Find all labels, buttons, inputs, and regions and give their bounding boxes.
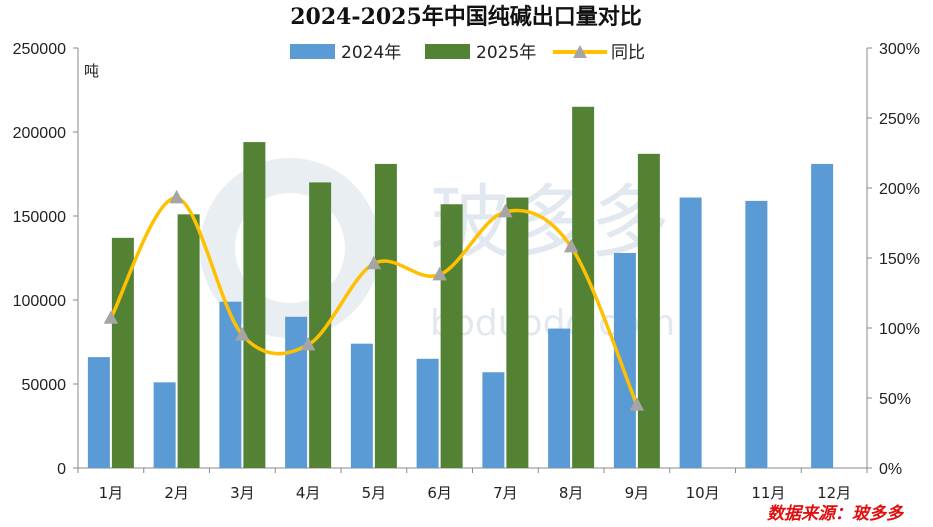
y-right-tick-label: 250% <box>879 111 920 128</box>
legend-marker-yoy <box>573 45 587 58</box>
x-tick-label: 8月 <box>559 484 584 502</box>
x-tick-label: 7月 <box>493 484 518 502</box>
bars <box>87 106 834 469</box>
legend-label-2024: 2024年 <box>341 43 401 63</box>
yoy-line-group <box>103 189 645 411</box>
x-tick-label: 4月 <box>296 484 321 502</box>
bar-2024年-8月 <box>548 328 571 468</box>
yoy-marker <box>235 327 250 341</box>
y-right-tick-label: 200% <box>879 181 920 198</box>
source-text: 数据来源：玻多多 <box>767 504 905 524</box>
yoy-marker <box>300 336 316 351</box>
bar-2024年-3月 <box>219 301 242 468</box>
bar-2025年-4月 <box>309 182 332 468</box>
y-left-tick-label: 150000 <box>13 209 66 226</box>
y-left-tick-label: 250000 <box>13 41 66 58</box>
yoy-marker <box>498 203 513 218</box>
x-tick-label: 9月 <box>625 484 650 502</box>
unit-label: 吨 <box>84 62 99 80</box>
yoy-marker <box>103 310 119 324</box>
bar-2025年-3月 <box>243 142 266 468</box>
bar-2025年-9月 <box>637 153 660 468</box>
bar-2025年-7月 <box>506 197 529 468</box>
y-left-tick-label: 200000 <box>13 125 66 142</box>
bar-2025年-8月 <box>572 106 595 469</box>
x-tick-label: 11月 <box>751 484 785 502</box>
x-tick-label: 6月 <box>427 484 452 502</box>
yoy-marker <box>629 397 645 411</box>
bar-2024年-1月 <box>87 357 110 468</box>
x-tick-label: 12月 <box>817 484 851 502</box>
x-tick-label: 2月 <box>164 484 189 502</box>
bar-2024年-9月 <box>613 252 636 468</box>
bar-2024年-2月 <box>153 382 176 468</box>
legend-label-yoy: 同比 <box>611 43 645 63</box>
x-tick-label: 1月 <box>99 484 124 502</box>
bar-2024年-6月 <box>416 358 439 468</box>
x-tick-label: 10月 <box>686 484 720 502</box>
bar-2025年-6月 <box>440 204 463 469</box>
chart-title: 2024-2025年中国纯碱出口量对比 <box>290 4 642 30</box>
bar-2024年-10月 <box>679 197 702 468</box>
y-right-tick-label: 150% <box>879 251 920 268</box>
y-left-tick-label: 50000 <box>22 377 67 394</box>
yoy-marker <box>563 238 579 253</box>
legend-swatch-2024 <box>290 44 335 59</box>
x-tick-label: 3月 <box>230 484 255 502</box>
y-right-tick-label: 50% <box>879 391 911 408</box>
x-tick-label: 5月 <box>362 484 387 502</box>
axes: 0 50000 100000 150000 200000 250000 0% 50% 100% 1… <box>13 41 920 502</box>
legend-label-2025: 2025年 <box>476 43 536 63</box>
bar-2025年-1月 <box>111 237 134 468</box>
bar-2024年-12月 <box>811 163 834 469</box>
y-left-tick-label: 0 <box>57 461 66 478</box>
y-right-tick-label: 300% <box>879 41 920 58</box>
bar-2024年-4月 <box>285 316 308 468</box>
bar-2024年-11月 <box>745 200 768 468</box>
y-right-tick-label: 0% <box>879 461 902 478</box>
bar-2025年-5月 <box>374 163 397 469</box>
bar-2025年-2月 <box>177 214 200 468</box>
yoy-marker <box>366 255 382 270</box>
bar-2024年-7月 <box>482 372 505 468</box>
y-right-tick-label: 100% <box>879 321 920 338</box>
yoy-marker <box>432 266 447 281</box>
bar-2024年-5月 <box>350 343 373 468</box>
y-left-tick-label: 100000 <box>13 293 66 310</box>
legend: 2024年 2025年 同比 <box>290 43 645 63</box>
legend-swatch-2025 <box>425 44 470 59</box>
yoy-marker <box>169 189 184 204</box>
